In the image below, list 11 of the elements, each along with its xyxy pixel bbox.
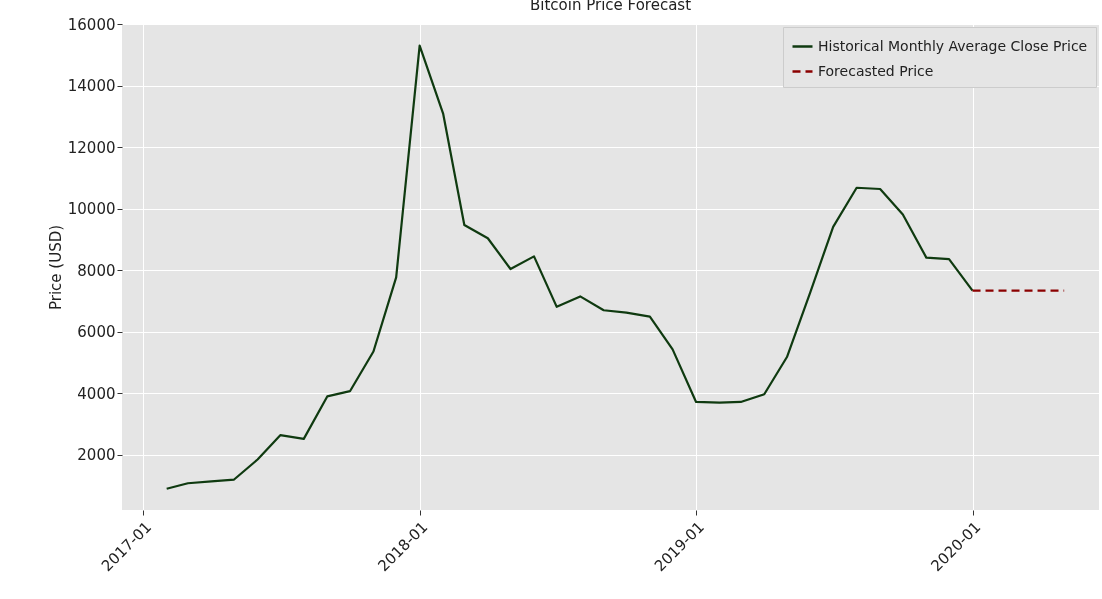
y-tick-label: 16000 [67, 15, 116, 34]
y-tick-label: 14000 [67, 77, 116, 96]
legend-label: Forecasted Price [818, 62, 934, 79]
y-axis-title: Price (USD) [46, 224, 65, 311]
y-tick-label: 2000 [77, 446, 116, 465]
y-tick-label: 6000 [77, 323, 116, 342]
y-tick-label: 8000 [77, 261, 116, 280]
legend-label: Historical Monthly Average Close Price [818, 37, 1088, 54]
y-tick-label: 10000 [67, 200, 116, 219]
y-tick-label: 4000 [77, 384, 116, 403]
y-tick-label: 12000 [67, 138, 116, 157]
